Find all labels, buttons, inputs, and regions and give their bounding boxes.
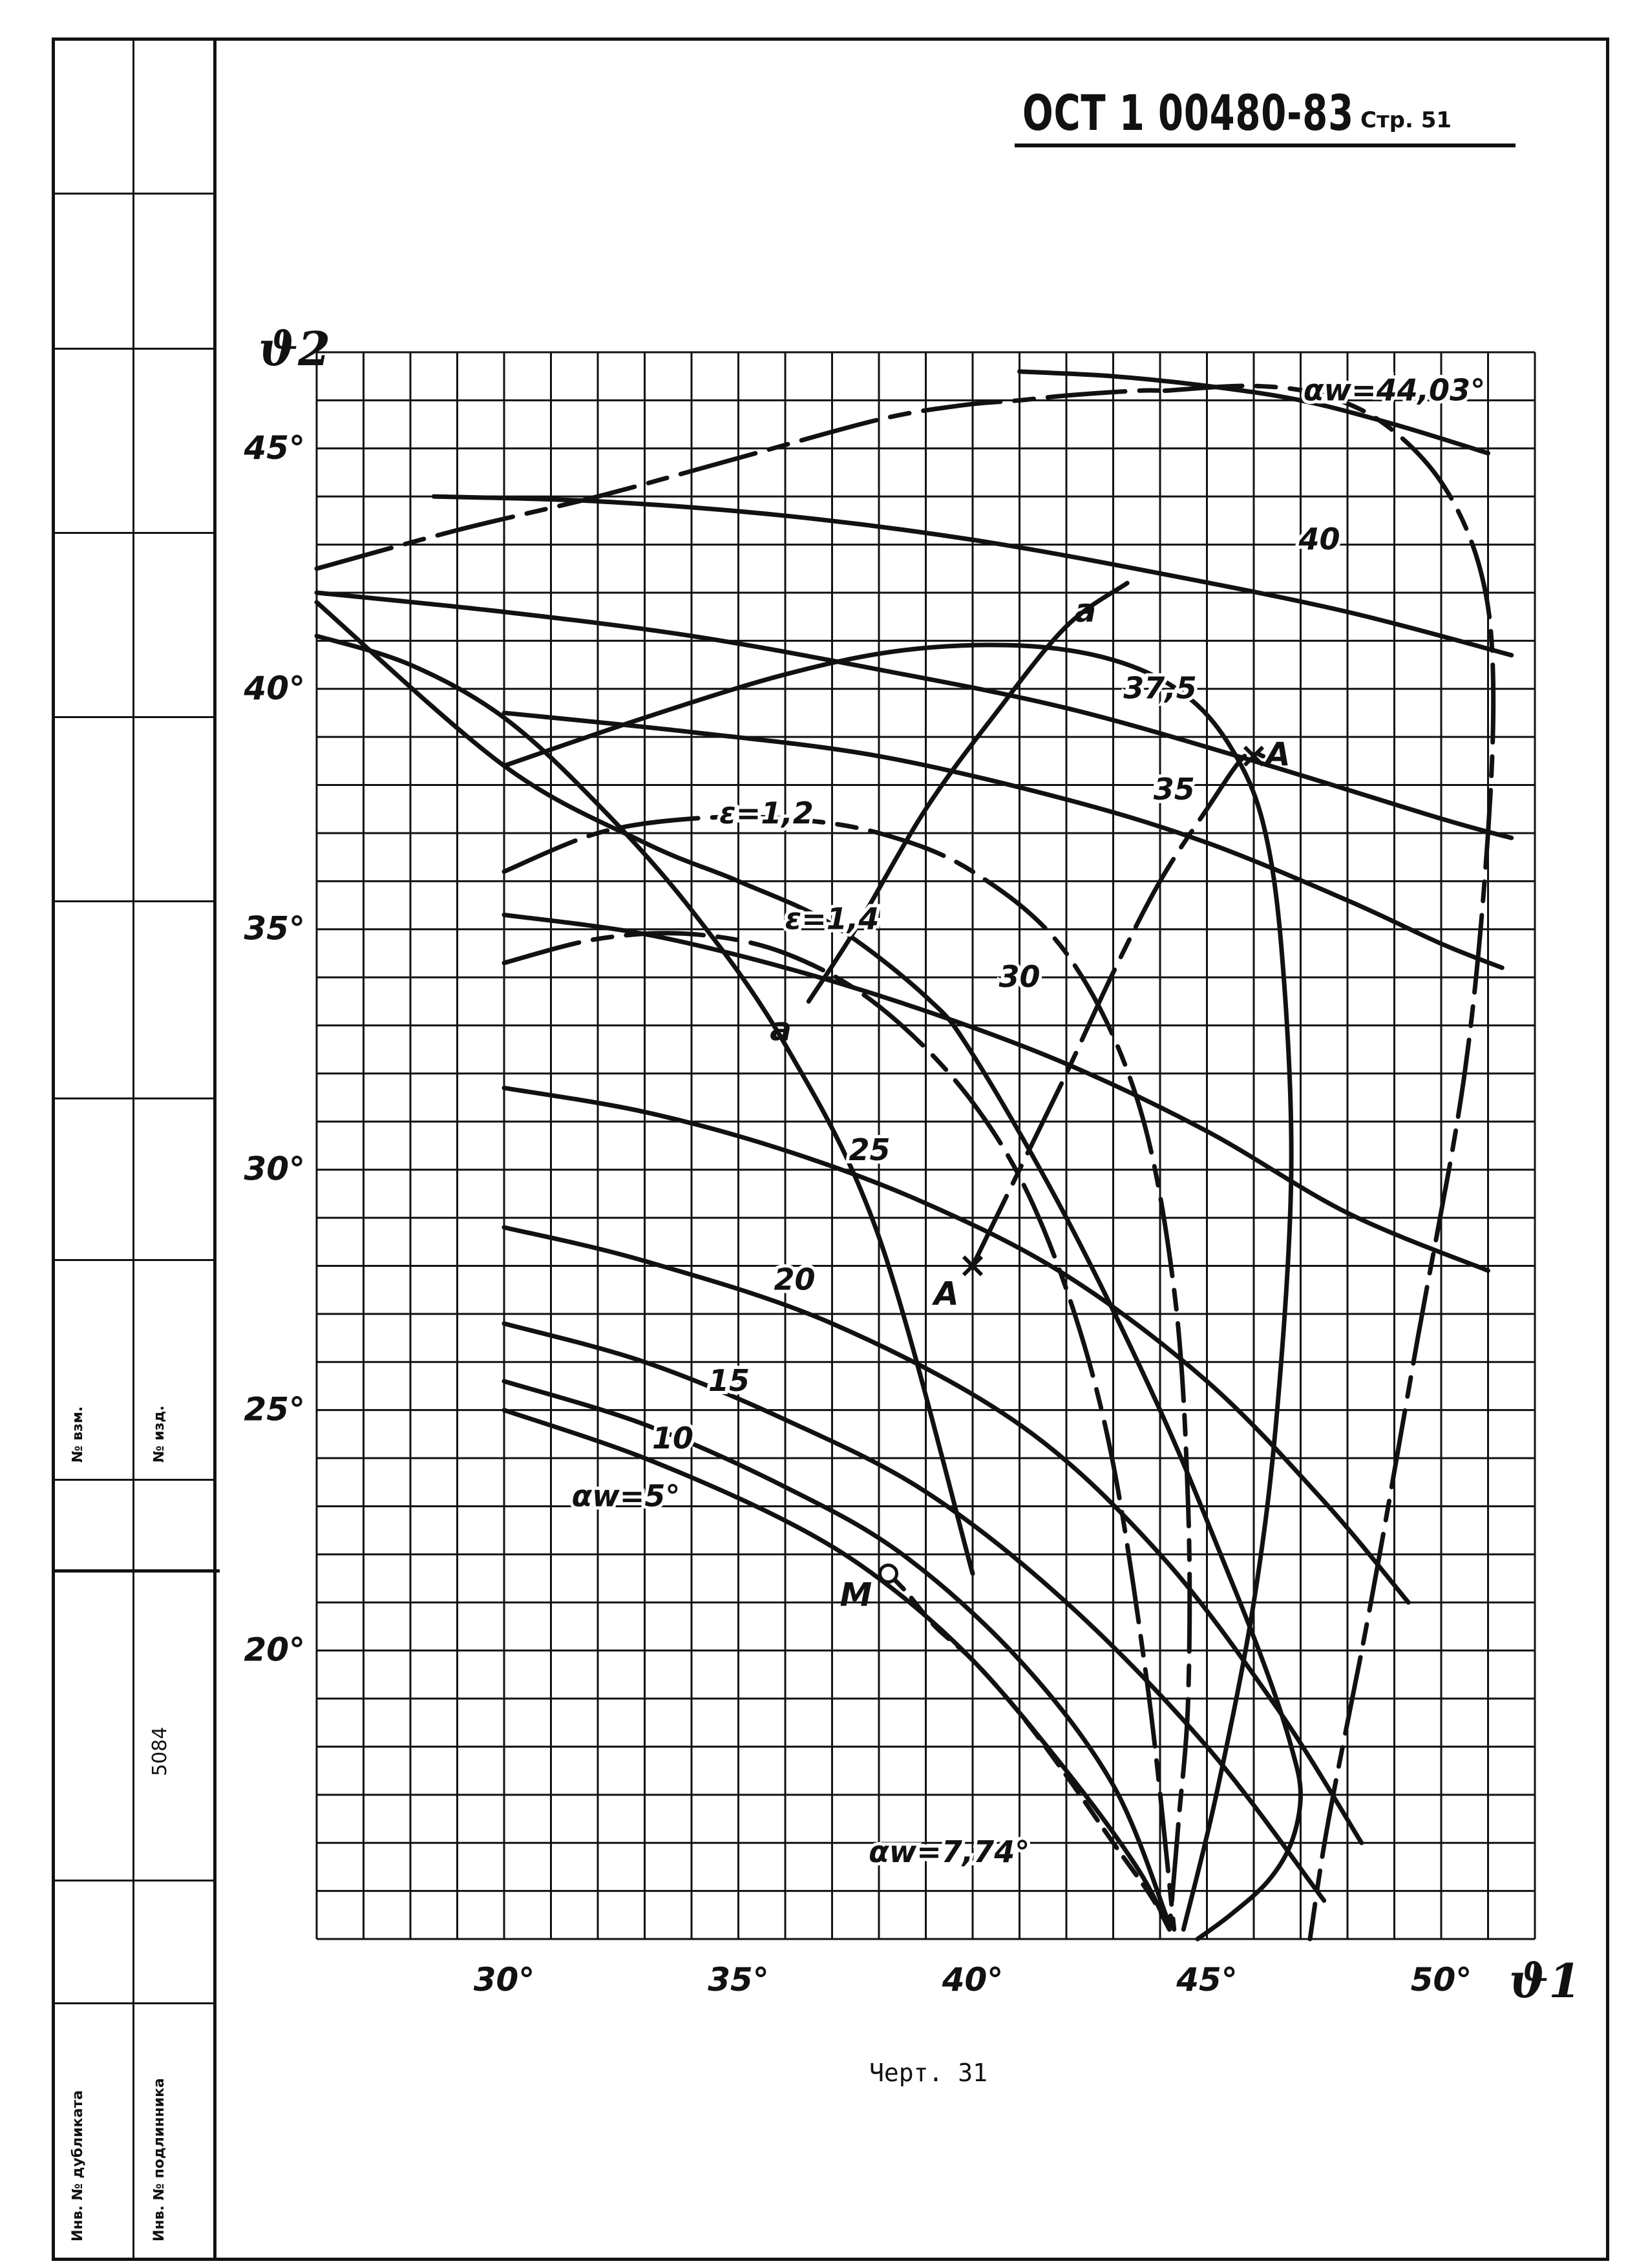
curve-label-11: αw=5° — [572, 1478, 681, 1513]
curve-label-2: 37,5 — [1123, 671, 1197, 706]
chart-points: M A Aa a — [770, 592, 1290, 1614]
y-axis-title: ϑ2 — [259, 321, 330, 376]
point-marker-2 — [1243, 745, 1265, 767]
series-line-15 — [886, 1571, 1172, 1932]
chart-axis-titles: ϑ2 ϑ1 — [259, 321, 1581, 2008]
curve-label-6: 30 — [998, 959, 1040, 994]
point-label-4: a — [1075, 592, 1097, 630]
curve-label-3: 35 — [1154, 772, 1195, 807]
curve-label-4: ε=1,2 — [719, 796, 814, 831]
y-tick-label: 35° — [244, 910, 305, 948]
series-line-13 — [1162, 383, 1496, 1942]
y-tick-label: 45° — [243, 429, 305, 467]
series-line-1 — [502, 1379, 1172, 1927]
curve-label-12: αw=7,74° — [869, 1834, 1030, 1869]
series-line-0 — [502, 1408, 1172, 1932]
x-tick-label: 35° — [708, 1961, 769, 1998]
curve-label-8: 20 — [774, 1262, 815, 1297]
series-line-7 — [314, 590, 1514, 840]
series-line-18 — [806, 580, 1130, 1004]
series-line-2 — [502, 1321, 1327, 1903]
point-label-3: a — [770, 1010, 792, 1048]
series-line-5 — [502, 912, 1490, 1273]
series-line-17 — [502, 642, 1294, 1932]
series-line-6 — [502, 710, 1505, 970]
point-marker-0 — [878, 1563, 898, 1584]
series-line-10 — [502, 814, 1192, 1932]
point-marker-1 — [962, 1255, 984, 1277]
chart-tick-labels: 30° 35° 40° 45° 50° 20° 25° 30° 35° 40° 45° — [243, 429, 1472, 1998]
x-tick-label: 50° — [1411, 1961, 1472, 1998]
series-line-14 — [314, 633, 975, 1576]
series-line-12 — [314, 388, 1167, 571]
curve-label-9: 15 — [708, 1363, 750, 1398]
document-header: ОСТ 1 00480-83 Стр. 51 — [1015, 84, 1516, 147]
series-line-3 — [502, 1225, 1364, 1845]
y-tick-label: 30° — [244, 1150, 305, 1188]
chart-annotations: αw=44,03° 40 37,5 35 ε=1,2 ε=1,4 30 25 20 15 10 αw=… — [569, 369, 1488, 1872]
x-tick-label: 45° — [1176, 1961, 1238, 1998]
drawing-sheet-frame — [52, 37, 1609, 2261]
curve-label-7: 25 — [849, 1132, 890, 1167]
point-label-0: M — [840, 1576, 872, 1614]
series-line-8 — [431, 494, 1514, 658]
series-line-19 — [970, 750, 1265, 1268]
point-label-2: A — [1263, 736, 1291, 773]
curve-label-10: 10 — [652, 1421, 693, 1456]
x-axis-title: ϑ1 — [1509, 1953, 1581, 2008]
x-tick-label: 40° — [942, 1961, 1004, 1998]
chart-series — [314, 369, 1514, 1942]
curve-label-5: ε=1,4 — [785, 902, 880, 937]
curve-label-1: 40 — [1298, 522, 1340, 556]
figure-caption: Черт. 31 — [869, 2059, 988, 2087]
y-tick-label: 25° — [244, 1391, 305, 1428]
y-tick-label: 20° — [244, 1631, 305, 1669]
curve-label-0: αw=44,03° — [1304, 372, 1485, 407]
series-line-11 — [502, 931, 1177, 1932]
title-block-sidebar: № взм. № изд. 5084 Инв. № дубликата Инв.… — [52, 37, 220, 2261]
point-label-1: A — [931, 1275, 959, 1312]
x-tick-label: 30° — [474, 1961, 535, 1998]
page-label: Стр. 51 — [1360, 107, 1452, 133]
y-tick-label: 40° — [243, 670, 305, 707]
document-number: ОСТ 1 00480-83 — [1022, 84, 1354, 142]
series-line-16 — [314, 600, 1303, 1942]
series-line-9 — [1017, 369, 1490, 456]
header-underline — [1015, 143, 1516, 147]
series-line-4 — [502, 1085, 1411, 1605]
chart-grid — [315, 351, 1536, 1940]
